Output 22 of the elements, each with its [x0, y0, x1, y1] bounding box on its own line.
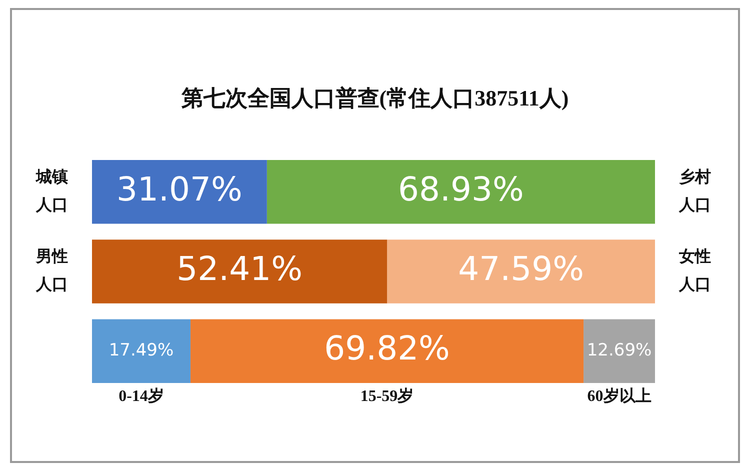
bar	[387, 240, 655, 304]
annotation: 60岁以上	[587, 387, 652, 406]
bar	[92, 240, 388, 304]
text: 乡村人口	[678, 168, 711, 214]
annotation: 15-59岁	[360, 387, 414, 406]
data-label: 12.69%	[586, 340, 652, 361]
text: 城镇人口	[35, 168, 68, 214]
data-label: 69.82%	[324, 328, 450, 368]
data-label: 47.59%	[458, 249, 584, 288]
annotation: 0-14岁	[118, 387, 164, 406]
chart-title: 第七次全国人口普查(常住人口387511人)	[180, 86, 569, 111]
bar	[92, 319, 190, 384]
bar	[92, 160, 267, 224]
bar	[266, 160, 655, 224]
data-label: 68.93%	[398, 169, 524, 208]
data-label: 52.41%	[176, 249, 302, 288]
text: 女性人口	[678, 248, 711, 294]
data-label: 17.49%	[108, 340, 174, 361]
bar	[190, 319, 584, 384]
data-label: 31.07%	[116, 169, 242, 208]
text: 男性人口	[35, 248, 68, 294]
bar	[584, 319, 655, 384]
